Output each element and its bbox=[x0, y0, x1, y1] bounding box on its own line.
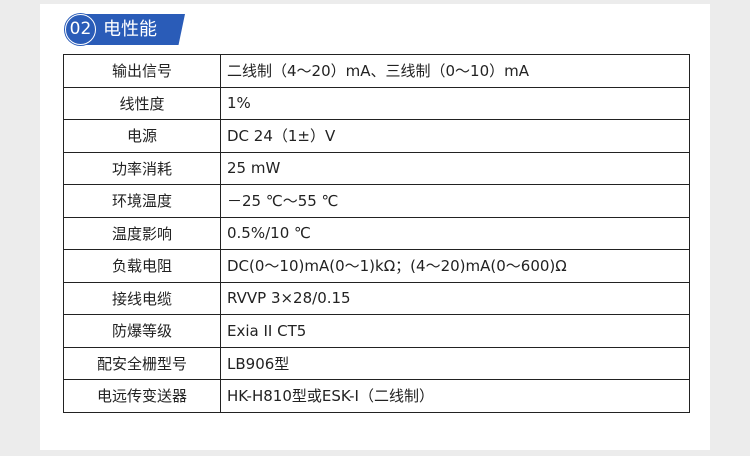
table-row: 配安全栅型号 LB906型 bbox=[63, 346, 690, 380]
table-row: 接线电缆 RVVP 3×28/0.15 bbox=[63, 281, 690, 315]
section-header: 02 电性能 bbox=[65, 14, 185, 45]
spec-value: 二线制（4～20）mA、三线制（0～10）mA bbox=[220, 54, 690, 88]
spec-label: 接线电缆 bbox=[63, 281, 221, 315]
spec-table: 输出信号 二线制（4～20）mA、三线制（0～10）mA 线性度 1% 电源 DC 24（… bbox=[63, 54, 690, 413]
spec-label: 输出信号 bbox=[63, 54, 221, 88]
spec-value: －25 ℃～55 ℃ bbox=[220, 184, 690, 218]
spec-label: 电源 bbox=[63, 119, 221, 153]
spec-value: 25 mW bbox=[220, 151, 690, 185]
spec-value: DC(0～10)mA(0～1)kΩ；(4～20)mA(0～600)Ω bbox=[220, 249, 690, 283]
table-row: 线性度 1% bbox=[63, 86, 690, 120]
spec-value: 0.5%/10 ℃ bbox=[220, 216, 690, 250]
table-row: 电远传变送器 HK-H810型或ESK-I（二线制） bbox=[63, 379, 690, 413]
spec-label: 线性度 bbox=[63, 86, 221, 120]
table-row: 功率消耗 25 mW bbox=[63, 151, 690, 185]
spec-label: 温度影响 bbox=[63, 216, 221, 250]
spec-value: DC 24（1±）V bbox=[220, 119, 690, 153]
spec-label: 电远传变送器 bbox=[63, 379, 221, 413]
spec-value: HK-H810型或ESK-I（二线制） bbox=[220, 379, 690, 413]
spec-label: 功率消耗 bbox=[63, 151, 221, 185]
table-row: 温度影响 0.5%/10 ℃ bbox=[63, 216, 690, 250]
table-row: 电源 DC 24（1±）V bbox=[63, 119, 690, 153]
spec-value: Exia II CT5 bbox=[220, 314, 690, 348]
spec-value: 1% bbox=[220, 86, 690, 120]
table-row: 防爆等级 Exia II CT5 bbox=[63, 314, 690, 348]
table-row: 环境温度 －25 ℃～55 ℃ bbox=[63, 184, 690, 218]
spec-label: 负载电阻 bbox=[63, 249, 221, 283]
section-title: 电性能 bbox=[103, 19, 157, 40]
table-row: 负载电阻 DC(0～10)mA(0～1)kΩ；(4～20)mA(0～600)Ω bbox=[63, 249, 690, 283]
spec-value: LB906型 bbox=[220, 346, 690, 380]
spec-value: RVVP 3×28/0.15 bbox=[220, 281, 690, 315]
spec-label: 防爆等级 bbox=[63, 314, 221, 348]
section-number: 02 bbox=[65, 14, 96, 45]
table-row: 输出信号 二线制（4～20）mA、三线制（0～10）mA bbox=[63, 54, 690, 88]
spec-label: 配安全栅型号 bbox=[63, 346, 221, 380]
spec-label: 环境温度 bbox=[63, 184, 221, 218]
